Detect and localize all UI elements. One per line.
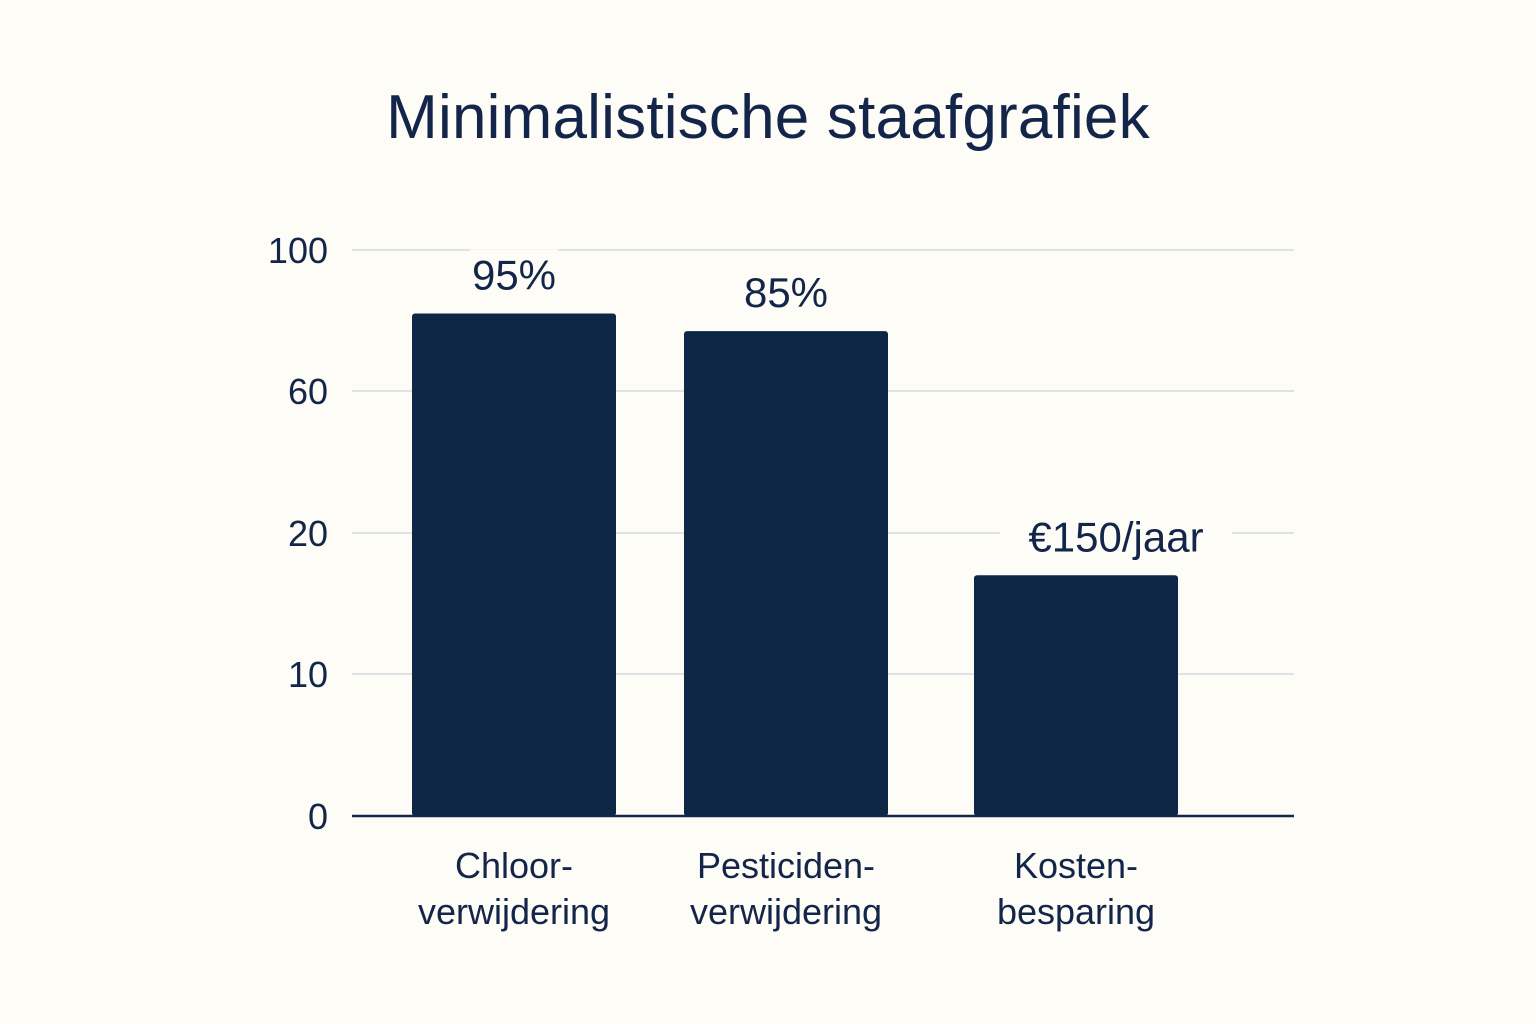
bar [684, 331, 888, 816]
data-label-bg [742, 267, 830, 320]
bar [412, 313, 616, 816]
category-label: Kosten- [1014, 845, 1138, 886]
bar [974, 575, 1178, 816]
chart-title: Minimalistische staafgrafiek [386, 83, 1150, 152]
y-tick-label: 10 [288, 654, 328, 695]
category-label: Chloor- [455, 845, 573, 886]
category-labels: Chloor-verwijdering Pesticiden-verwijderi… [418, 845, 1155, 932]
data-labels: 95% 85% €150/jaar [470, 249, 1232, 564]
data-label: €150/jaar [1028, 513, 1203, 560]
category-label: verwijdering [418, 891, 610, 932]
category-label: Pesticiden- [697, 845, 875, 886]
y-axis-ticks: 0 10 20 60 100 [268, 230, 328, 837]
data-label: 95% [472, 251, 556, 298]
data-label-bg [470, 249, 558, 302]
y-tick-label: 0 [308, 796, 328, 837]
data-label: 85% [744, 269, 828, 316]
category-label: besparing [997, 891, 1155, 932]
category-label: verwijdering [690, 891, 882, 932]
y-tick-label: 60 [288, 371, 328, 412]
y-tick-label: 100 [268, 230, 328, 271]
data-label-bg [1000, 511, 1232, 564]
y-tick-label: 20 [288, 513, 328, 554]
bars [412, 313, 1178, 816]
